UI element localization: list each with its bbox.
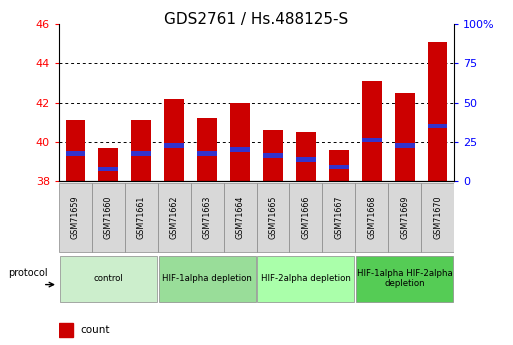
Bar [322, 183, 355, 252]
Bar [428, 42, 447, 181]
Text: GSM71667: GSM71667 [334, 196, 343, 239]
Bar [362, 138, 382, 142]
Bar [428, 124, 447, 128]
Bar [356, 256, 453, 302]
Bar [98, 148, 118, 181]
Bar [164, 144, 184, 148]
Bar [394, 144, 415, 148]
Bar [355, 183, 388, 252]
Text: GSM71668: GSM71668 [367, 196, 376, 239]
Bar [66, 151, 85, 156]
Bar [159, 256, 255, 302]
Bar [296, 132, 315, 181]
Text: HIF-2alpha depletion: HIF-2alpha depletion [261, 274, 351, 283]
Text: GSM71666: GSM71666 [301, 196, 310, 239]
Text: protocol: protocol [8, 268, 47, 278]
Text: GSM71665: GSM71665 [268, 196, 278, 239]
Text: GSM71670: GSM71670 [433, 196, 442, 239]
Bar [60, 256, 157, 302]
Bar [197, 151, 217, 156]
Text: HIF-1alpha HIF-2alpha
depletion: HIF-1alpha HIF-2alpha depletion [357, 269, 452, 288]
Text: control: control [93, 274, 123, 283]
Text: GSM71662: GSM71662 [170, 196, 179, 239]
Text: GSM71664: GSM71664 [235, 196, 245, 239]
Bar [388, 183, 421, 252]
Text: GDS2761 / Hs.488125-S: GDS2761 / Hs.488125-S [164, 12, 349, 27]
Bar [197, 118, 217, 181]
Bar [362, 81, 382, 181]
Bar [230, 103, 250, 181]
Bar [92, 183, 125, 252]
Text: GSM71663: GSM71663 [203, 196, 212, 239]
Bar [263, 130, 283, 181]
Bar [131, 151, 151, 156]
Bar [329, 165, 349, 169]
Bar [263, 153, 283, 158]
Bar [66, 120, 85, 181]
Bar [158, 183, 191, 252]
Text: GSM71661: GSM71661 [137, 196, 146, 239]
Bar [421, 183, 454, 252]
Bar [258, 256, 354, 302]
Bar [224, 183, 256, 252]
Text: GSM71669: GSM71669 [400, 196, 409, 239]
Text: GSM71659: GSM71659 [71, 196, 80, 239]
Bar [256, 183, 289, 252]
Text: HIF-1alpha depletion: HIF-1alpha depletion [162, 274, 252, 283]
Bar [164, 99, 184, 181]
Bar [296, 157, 315, 161]
Bar [329, 150, 349, 181]
Bar [191, 183, 224, 252]
Bar [59, 183, 92, 252]
Bar [230, 147, 250, 152]
Bar [394, 93, 415, 181]
Bar [98, 167, 118, 171]
Bar [289, 183, 322, 252]
Bar [125, 183, 158, 252]
Text: count: count [81, 325, 110, 335]
Text: GSM71660: GSM71660 [104, 196, 113, 239]
Bar [131, 120, 151, 181]
Bar [59, 323, 73, 337]
